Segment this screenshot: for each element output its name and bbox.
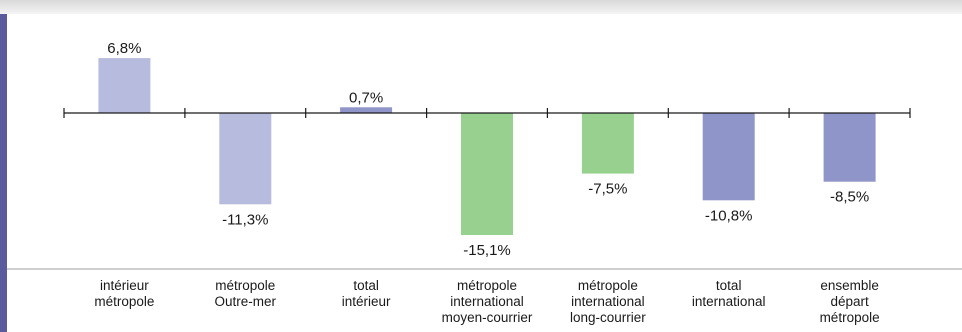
- category-label-5: métropole international long-courrier: [570, 278, 646, 325]
- category-label-3: total intérieur: [342, 278, 391, 309]
- category-label-1: intérieur métropole: [94, 278, 154, 309]
- value-label-2: -11,3%: [222, 211, 268, 228]
- value-label-5: -7,5%: [588, 181, 627, 198]
- bar-4: [461, 113, 513, 235]
- category-label-7: ensemble départ métropole: [820, 278, 880, 325]
- chart-panel-border: [7, 12, 962, 270]
- value-label-7: -8,5%: [830, 189, 869, 206]
- value-label-1: 6,8%: [107, 40, 141, 57]
- category-labels-layer: intérieur métropole métropole Outre-mer tota…: [94, 278, 879, 325]
- value-labels-layer: 6,8% -11,3% 0,7% -15,1% -7,5% -10,8% -8,5%: [107, 40, 869, 259]
- category-label-2: métropole Outre-mer: [215, 278, 277, 309]
- category-label-4: métropole international moyen-courrier: [442, 278, 533, 325]
- bars-layer: [98, 58, 876, 235]
- axis-layer: [63, 108, 911, 118]
- value-label-3: 0,7%: [349, 89, 383, 106]
- bar-5: [581, 113, 634, 174]
- bar-2: [219, 113, 272, 205]
- category-label-6: total international: [692, 278, 766, 309]
- top-shadow-rule: [0, 0, 962, 14]
- value-label-6: -10,8%: [705, 207, 753, 224]
- bar-3: [340, 107, 393, 113]
- bar-6: [702, 113, 755, 201]
- bar-1: [98, 58, 151, 113]
- left-accent-band: [0, 0, 7, 332]
- value-label-4: -15,1%: [463, 242, 511, 259]
- bar-7: [823, 113, 876, 182]
